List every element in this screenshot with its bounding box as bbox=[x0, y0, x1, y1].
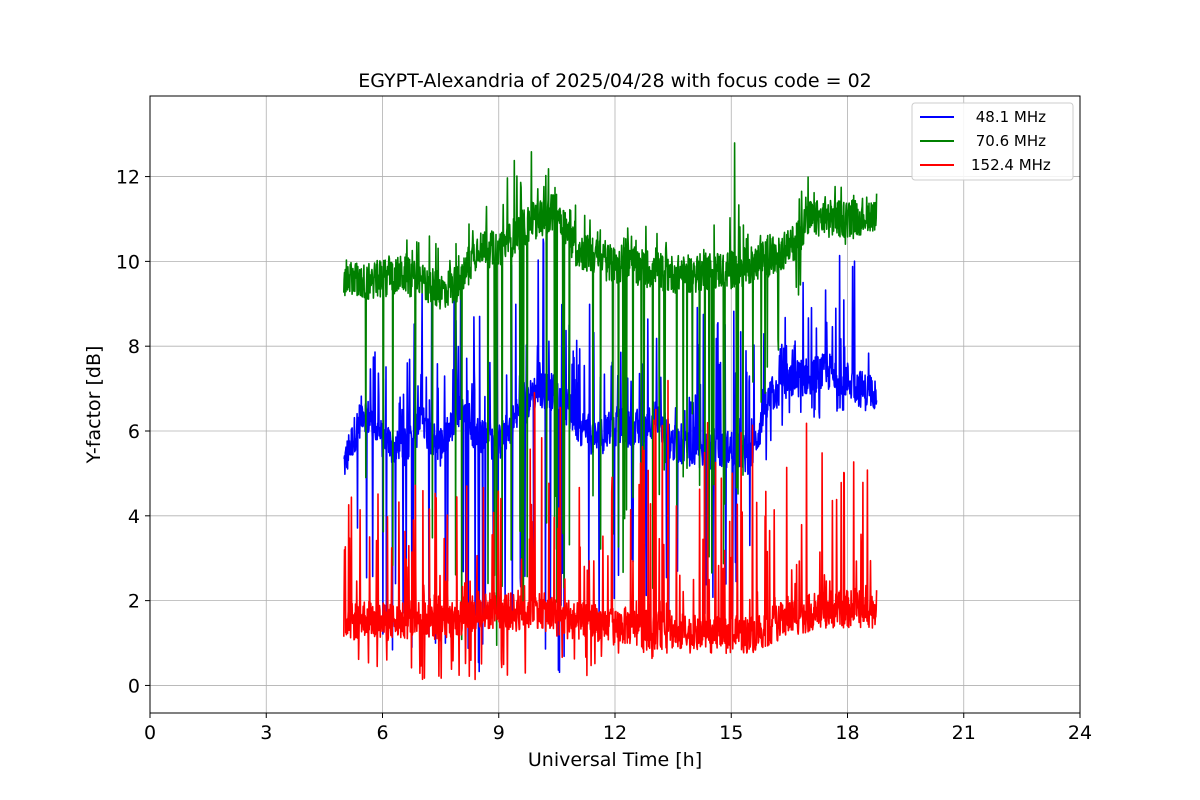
legend-label: 152.4 MHz bbox=[971, 156, 1051, 174]
y-axis-title: Y-factor [dB] bbox=[83, 346, 105, 465]
legend-label: 48.1 MHz bbox=[971, 108, 1046, 126]
y-tick-label: 6 bbox=[128, 421, 140, 443]
x-tick-label: 6 bbox=[376, 722, 388, 744]
y-tick-label: 0 bbox=[128, 675, 140, 697]
y-tick-label: 12 bbox=[116, 167, 140, 189]
x-tick-label: 3 bbox=[260, 722, 272, 744]
x-axis: 0 3 6 9 12 15 18 21 24 bbox=[144, 713, 1092, 744]
chart-title: EGYPT-Alexandria of 2025/04/28 with focu… bbox=[358, 70, 872, 92]
y-tick-label: 10 bbox=[116, 251, 140, 273]
x-tick-label: 12 bbox=[603, 722, 627, 744]
series-layer bbox=[343, 142, 878, 681]
x-axis-title: Universal Time [h] bbox=[528, 749, 702, 771]
legend-label: 70.6 MHz bbox=[971, 132, 1046, 150]
y-tick-label: 8 bbox=[128, 336, 140, 358]
series-line bbox=[343, 142, 878, 647]
x-tick-label: 0 bbox=[144, 722, 156, 744]
x-tick-label: 15 bbox=[719, 722, 743, 744]
legend: 48.1 MHz 70.6 MHz 152.4 MHz bbox=[911, 102, 1074, 181]
x-tick-label: 21 bbox=[952, 722, 976, 744]
x-tick-label: 24 bbox=[1068, 722, 1092, 744]
y-tick-label: 4 bbox=[128, 506, 140, 528]
x-tick-label: 18 bbox=[835, 722, 859, 744]
y-tick-label: 2 bbox=[128, 591, 140, 613]
x-tick-label: 9 bbox=[493, 722, 505, 744]
series-line bbox=[343, 379, 878, 681]
legend-box bbox=[911, 102, 1074, 181]
y-axis: 0 2 4 6 8 10 12 bbox=[116, 167, 150, 697]
